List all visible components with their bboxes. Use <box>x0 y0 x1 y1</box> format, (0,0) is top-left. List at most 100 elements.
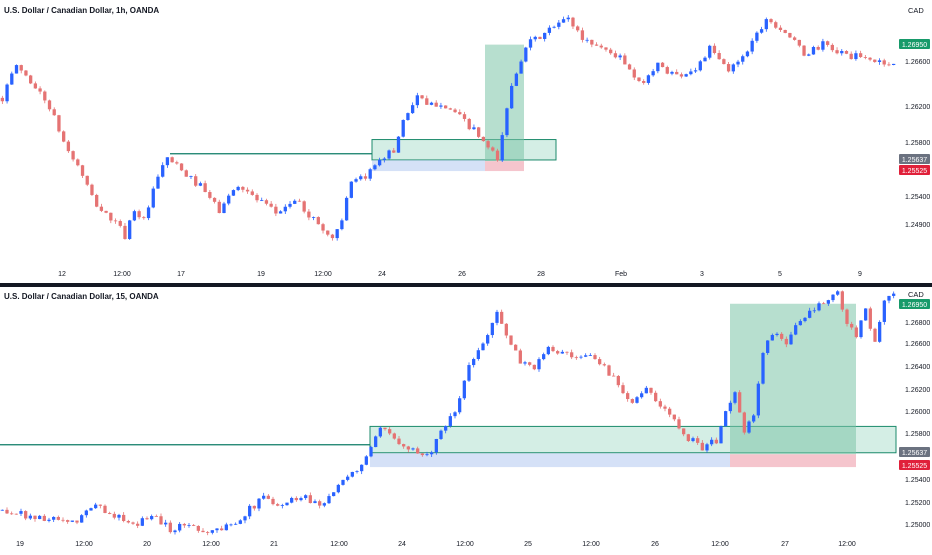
candle-down <box>66 520 70 522</box>
candle-up <box>378 427 382 437</box>
candle-up <box>293 200 297 204</box>
candle-up <box>505 108 509 136</box>
candle-down <box>613 53 618 58</box>
candle-down <box>726 64 731 72</box>
chart-1h-x-axis[interactable]: 12 12:00 17 19 12:00 24 26 28 Feb 3 5 7 … <box>58 271 862 278</box>
candle-down <box>868 57 872 60</box>
candle-down <box>594 44 599 46</box>
candle-up <box>283 206 287 212</box>
candle-up <box>831 294 835 301</box>
chart-15m-y-axis[interactable]: 1.26800 1.26600 1.26400 1.26200 1.26000 … <box>905 320 930 529</box>
candle-up <box>257 498 261 509</box>
y-tick-label: 1.25800 <box>905 431 930 438</box>
candle-down <box>672 414 676 420</box>
stop-price-badge <box>899 460 930 470</box>
candle-up <box>429 102 434 105</box>
candle-up <box>165 157 170 166</box>
candle-down <box>738 392 742 413</box>
y-tick-label: 1.26000 <box>905 409 930 416</box>
candle-up <box>691 438 695 442</box>
candle-up <box>705 444 709 451</box>
candle-down <box>658 401 662 407</box>
candle-down <box>19 65 23 71</box>
candle-down <box>131 522 135 524</box>
candle-up <box>94 504 98 509</box>
candle-up <box>231 190 236 196</box>
candle-down <box>637 77 641 82</box>
candle-up <box>859 320 863 338</box>
candle-up <box>693 70 698 72</box>
candle-down <box>774 22 778 28</box>
candle-down <box>43 91 47 101</box>
candle-down <box>109 212 113 221</box>
x-tick-label: 19 <box>257 271 265 278</box>
candle-down <box>363 176 368 179</box>
candle-down <box>714 439 718 444</box>
candle-down <box>551 346 555 352</box>
candle-down <box>29 75 33 84</box>
candle-down <box>665 67 669 74</box>
candle-up <box>350 471 354 477</box>
position-stop-area[interactable] <box>485 161 524 172</box>
x-tick-label: 12:00 <box>838 541 856 548</box>
candle-down <box>245 189 250 192</box>
candle-up <box>288 203 292 207</box>
candle-down <box>136 523 140 526</box>
chart-15m-panel[interactable] <box>0 290 897 536</box>
candle-up <box>453 412 457 417</box>
candle-down <box>126 521 130 523</box>
candle-up <box>656 62 660 72</box>
position-target-area[interactable] <box>730 303 856 455</box>
candle-down <box>318 501 322 506</box>
candle-up <box>891 63 896 65</box>
candle-up <box>344 197 349 221</box>
candle-up <box>346 476 350 480</box>
candle-up <box>560 351 564 354</box>
candle-down <box>822 303 826 305</box>
candle-up <box>448 416 452 427</box>
entry-price-badge <box>899 154 930 164</box>
chart-15m-x-axis[interactable]: 19 12:00 20 12:00 21 12:00 24 12:00 25 1… <box>16 541 856 548</box>
candle-down <box>802 45 806 56</box>
candle-up <box>262 495 266 499</box>
y-tick-label: 1.26200 <box>905 104 930 111</box>
entry-price-label: 1.25637 <box>902 450 927 457</box>
candle-down <box>599 45 603 48</box>
candle-down <box>477 127 481 137</box>
x-tick-label: 20 <box>143 541 151 548</box>
candle-up <box>546 346 550 355</box>
x-tick-label: 26 <box>651 541 659 548</box>
candle-up <box>434 438 438 453</box>
candle-down <box>179 163 184 171</box>
candle-down <box>580 30 585 40</box>
candle-down <box>668 408 672 415</box>
position-stop-area[interactable] <box>730 454 856 468</box>
candle-up <box>355 471 359 472</box>
panel-divider[interactable] <box>0 283 932 287</box>
y-tick-label: 1.26800 <box>905 320 930 327</box>
x-tick-label: 26 <box>458 271 466 278</box>
candle-up <box>719 426 723 444</box>
stop-price-badge <box>899 165 930 175</box>
chart-1h-panel[interactable] <box>0 15 896 241</box>
candle-down <box>142 217 146 219</box>
x-tick-label: 12:00 <box>75 541 93 548</box>
candle-up <box>892 293 896 296</box>
y-tick-label: 1.24900 <box>905 222 930 229</box>
chart-1h-y-axis[interactable]: 1.26600 1.26200 1.25800 1.25400 1.24900 <box>905 59 930 229</box>
candle-down <box>103 505 107 513</box>
candle-up <box>28 515 32 519</box>
position-target-area[interactable] <box>485 44 524 162</box>
candle-up <box>882 300 886 322</box>
y-tick-label: 1.25200 <box>905 500 930 507</box>
candle-up <box>189 176 193 178</box>
candle-down <box>383 427 387 430</box>
candle-down <box>392 433 396 439</box>
candle-down <box>184 170 188 177</box>
candle-down <box>321 224 325 231</box>
candle-down <box>123 225 127 239</box>
candle-up <box>444 426 448 431</box>
candle-down <box>500 311 504 324</box>
candle-down <box>792 37 797 40</box>
candle-up <box>495 311 499 323</box>
